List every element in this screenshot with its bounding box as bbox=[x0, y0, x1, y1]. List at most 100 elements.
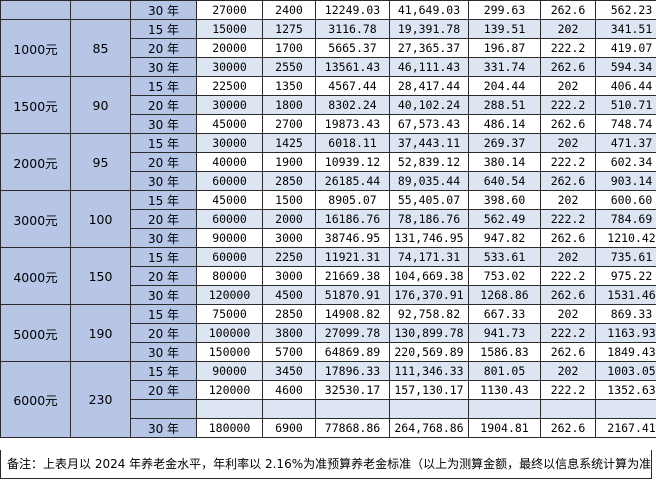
monthly-total-cell: 1003.05 bbox=[595, 361, 656, 381]
total-contribution-cell: 40000 bbox=[196, 152, 263, 172]
account-balance-cell: 74,171.31 bbox=[389, 247, 469, 267]
account-balance-cell: 67,573.43 bbox=[389, 114, 469, 134]
base-cell: 95 bbox=[70, 133, 131, 191]
monthly-total-cell: 1531.46 bbox=[595, 285, 656, 305]
term-cell: 15 年 bbox=[130, 190, 197, 210]
account-balance-cell bbox=[389, 399, 469, 419]
basic-pension-cell: 262.6 bbox=[540, 342, 596, 362]
table-row bbox=[1, 399, 656, 419]
table-row: 3000元 100 15 年 45000 1500 8905.07 55,405.07 398… bbox=[0, 190, 656, 248]
account-balance-cell: 46,111.43 bbox=[389, 57, 469, 77]
basic-pension-cell: 202 bbox=[540, 133, 596, 153]
account-balance-cell: 52,839.12 bbox=[389, 152, 469, 172]
personal-pension-cell: 1586.83 bbox=[468, 342, 541, 362]
standard-cell: 4000元 bbox=[0, 247, 71, 305]
interest-cell: 77868.86 bbox=[315, 418, 390, 438]
interest-cell: 38746.95 bbox=[315, 228, 390, 248]
subsidy-cell: 3000 bbox=[262, 228, 316, 248]
basic-pension-cell: 262.6 bbox=[540, 418, 596, 438]
table-row: 30 年 90000 3000 38746.95 131,746.95 947.82 262… bbox=[1, 228, 656, 248]
monthly-total-cell: 594.34 bbox=[595, 57, 656, 77]
account-balance-cell: 264,768.86 bbox=[389, 418, 469, 438]
term-cell: 15 年 bbox=[130, 76, 197, 96]
interest-cell: 26185.44 bbox=[315, 171, 390, 191]
personal-pension-cell: 533.61 bbox=[468, 247, 541, 267]
term-cell: 15 年 bbox=[130, 361, 197, 381]
subsidy-cell: 1500 bbox=[262, 190, 316, 210]
table-row: 4000元 150 15 年 60000 2250 11921.31 74,171.31 53… bbox=[0, 247, 656, 305]
table-row: 30 年 30000 2550 13561.43 46,111.43 331.74 262.… bbox=[1, 57, 656, 77]
monthly-total-cell: 562.23 bbox=[595, 0, 656, 20]
basic-pension-cell: 202 bbox=[540, 190, 596, 210]
term-cell: 20 年 bbox=[130, 95, 197, 115]
subsidy-cell: 1425 bbox=[262, 133, 316, 153]
table-row: 1000元 85 15 年 15000 1275 3116.78 19,391.78 139.… bbox=[0, 19, 656, 77]
standard-cell: 5000元 bbox=[0, 304, 71, 362]
account-balance-cell: 220,569.89 bbox=[389, 342, 469, 362]
personal-pension-cell: 269.37 bbox=[468, 133, 541, 153]
standard-cell: 3000元 bbox=[0, 190, 71, 248]
subsidy-cell: 1275 bbox=[262, 19, 316, 39]
account-balance-cell: 131,746.95 bbox=[389, 228, 469, 248]
basic-pension-cell: 262.6 bbox=[540, 228, 596, 248]
base-cell: 90 bbox=[70, 76, 131, 134]
total-contribution-cell: 90000 bbox=[196, 228, 263, 248]
subsidy-cell: 2000 bbox=[262, 209, 316, 229]
monthly-total-cell: 735.61 bbox=[595, 247, 656, 267]
interest-cell: 17896.33 bbox=[315, 361, 390, 381]
term-cell: 30 年 bbox=[130, 171, 197, 191]
subsidy-cell: 3000 bbox=[262, 266, 316, 286]
term-cell: 15 年 bbox=[130, 247, 197, 267]
personal-pension-cell: 380.14 bbox=[468, 152, 541, 172]
base-cell: 190 bbox=[70, 304, 131, 362]
account-balance-cell: 92,758.82 bbox=[389, 304, 469, 324]
monthly-total-cell: 406.44 bbox=[595, 76, 656, 96]
basic-pension-cell: 262.6 bbox=[540, 285, 596, 305]
personal-pension-cell: 753.02 bbox=[468, 266, 541, 286]
basic-pension-cell: 202 bbox=[540, 19, 596, 39]
account-balance-cell: 27,365.37 bbox=[389, 38, 469, 58]
subsidy-cell: 2400 bbox=[262, 0, 316, 20]
personal-pension-cell: 667.33 bbox=[468, 304, 541, 324]
account-balance-cell: 157,130.17 bbox=[389, 380, 469, 400]
interest-cell: 5665.37 bbox=[315, 38, 390, 58]
monthly-total-cell: 2167.41 bbox=[595, 418, 656, 438]
term-cell: 30 年 bbox=[130, 342, 197, 362]
base-cell: 100 bbox=[70, 190, 131, 248]
term-cell: 30 年 bbox=[130, 0, 197, 20]
total-contribution-cell: 180000 bbox=[196, 418, 263, 438]
term-cell: 30 年 bbox=[130, 57, 197, 77]
personal-pension-cell: 204.44 bbox=[468, 76, 541, 96]
account-balance-cell: 55,405.07 bbox=[389, 190, 469, 210]
monthly-total-cell: 1352.63 bbox=[595, 380, 656, 400]
total-contribution-cell: 80000 bbox=[196, 266, 263, 286]
subsidy-cell: 2700 bbox=[262, 114, 316, 134]
personal-pension-cell: 801.05 bbox=[468, 361, 541, 381]
personal-pension-cell: 299.63 bbox=[468, 0, 541, 20]
account-balance-cell: 19,391.78 bbox=[389, 19, 469, 39]
monthly-total-cell: 602.34 bbox=[595, 152, 656, 172]
interest-cell: 8302.24 bbox=[315, 95, 390, 115]
monthly-total-cell: 419.07 bbox=[595, 38, 656, 58]
term-cell: 20 年 bbox=[130, 380, 197, 400]
table-row: 20 年 30000 1800 8302.24 40,102.24 288.51 222.2… bbox=[1, 95, 656, 115]
basic-pension-cell: 222.2 bbox=[540, 266, 596, 286]
table-row: 30 年 180000 6900 77868.86 264,768.86 1904.81 2… bbox=[1, 418, 656, 438]
interest-cell: 51870.91 bbox=[315, 285, 390, 305]
subsidy-cell: 2250 bbox=[262, 247, 316, 267]
total-contribution-cell: 30000 bbox=[196, 57, 263, 77]
basic-pension-cell: 262.6 bbox=[540, 114, 596, 134]
basic-pension-cell: 222.2 bbox=[540, 152, 596, 172]
personal-pension-cell: 398.60 bbox=[468, 190, 541, 210]
table-row: 30 年 120000 4500 51870.91 176,370.91 1268.86 2… bbox=[1, 285, 656, 305]
personal-pension-cell: 139.51 bbox=[468, 19, 541, 39]
term-cell: 20 年 bbox=[130, 266, 197, 286]
table-row: 20 年 20000 1700 5665.37 27,365.37 196.87 222.2… bbox=[1, 38, 656, 58]
table-row: 2000元 95 15 年 30000 1425 6018.11 37,443.11 269.… bbox=[0, 133, 656, 191]
subsidy-cell: 5700 bbox=[262, 342, 316, 362]
monthly-total-cell: 903.14 bbox=[595, 171, 656, 191]
account-balance-cell: 104,669.38 bbox=[389, 266, 469, 286]
personal-pension-cell bbox=[468, 399, 541, 419]
subsidy-cell bbox=[262, 399, 316, 419]
term-cell: 20 年 bbox=[130, 209, 197, 229]
